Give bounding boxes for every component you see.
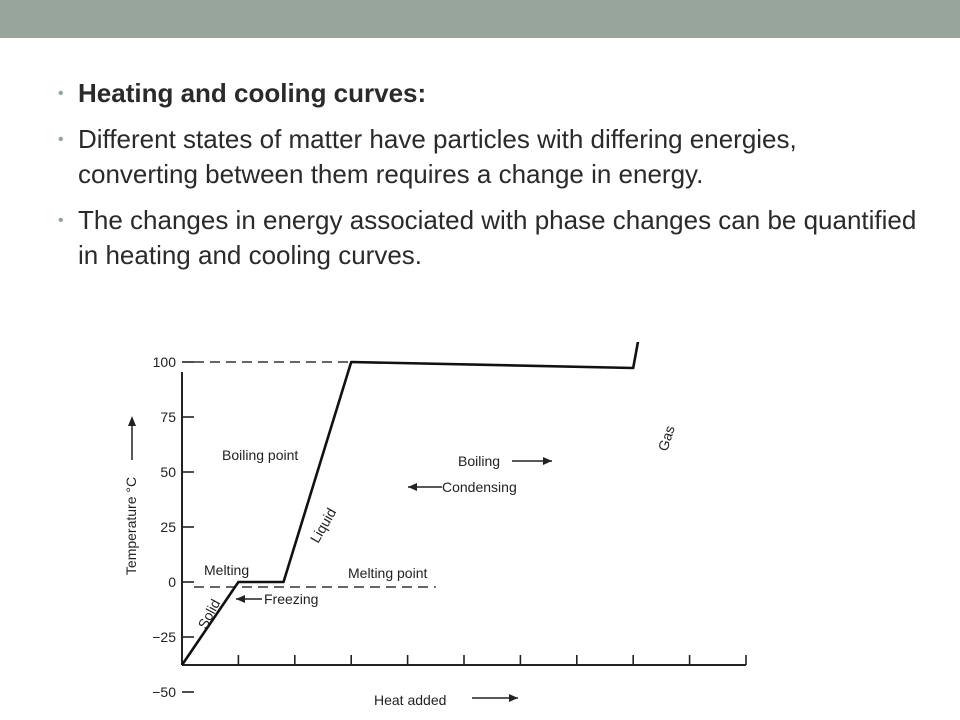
bullet-item: • Heating and cooling curves: [58, 76, 918, 111]
bullet-text: The changes in energy associated with ph… [78, 205, 917, 270]
bullet-item: • The changes in energy associated with … [58, 203, 918, 273]
y-tick-label: 25 [160, 519, 176, 535]
bullet-list: • Heating and cooling curves: • Differen… [58, 76, 918, 284]
bullet-dot-icon: • [58, 85, 64, 102]
condensing-label: Condensing [442, 479, 517, 495]
heating-curve-chart: 2001501251007550250−25−50 Boiling pointM… [112, 342, 760, 720]
gas-label: Gas [655, 424, 678, 453]
condensing-arrow-head [408, 483, 417, 491]
y-tick-label: −25 [152, 629, 176, 645]
liquid-label: Liquid [307, 505, 340, 545]
chart-svg: 2001501251007550250−25−50 Boiling pointM… [123, 342, 747, 708]
slide-top-band [0, 0, 960, 38]
y-axis-label: Temperature °C [123, 477, 139, 575]
bullet-dot-icon: • [58, 212, 64, 229]
melting-point-label: Melting point [348, 565, 427, 581]
heating-curve-line [180, 342, 640, 666]
bullet-dot-icon: • [58, 131, 64, 148]
bullet-item: • Different states of matter have partic… [58, 122, 918, 192]
freezing-arrow-head [236, 595, 245, 603]
y-tick-label: 75 [160, 409, 176, 425]
melting-label: Melting [204, 562, 249, 578]
heat-added-arrow-head [509, 694, 518, 702]
bullet-heading: Heating and cooling curves: [78, 78, 427, 108]
bullet-text: Different states of matter have particle… [78, 124, 797, 189]
y-tick-label: 50 [160, 464, 176, 480]
boiling-point-label: Boiling point [222, 447, 298, 463]
temperature-arrow-head [128, 416, 136, 426]
boiling-label: Boiling [458, 453, 500, 469]
y-tick-label: −50 [152, 684, 176, 700]
x-axis-label: Heat added [374, 692, 446, 708]
y-tick-label: 0 [168, 574, 176, 590]
freezing-label: Freezing [264, 591, 318, 607]
y-tick-label: 100 [153, 354, 177, 370]
solid-label: Solid [195, 596, 224, 631]
boiling-arrow-head [543, 457, 552, 465]
